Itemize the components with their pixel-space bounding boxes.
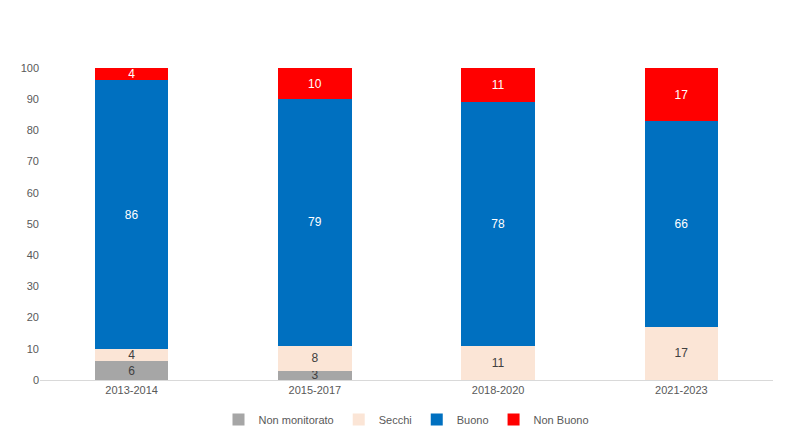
svg-text:11: 11 [492,78,505,92]
svg-text:11: 11 [492,356,505,370]
svg-text:2013-2014: 2013-2014 [105,384,158,396]
svg-text:40: 40 [27,249,39,261]
svg-text:20: 20 [27,311,39,323]
svg-text:2018-2020: 2018-2020 [472,384,525,396]
svg-text:Secchi: Secchi [379,414,412,426]
svg-text:Non monitorato: Non monitorato [259,414,334,426]
svg-text:78: 78 [491,217,505,231]
svg-text:0: 0 [33,374,39,386]
svg-text:17: 17 [675,88,689,102]
svg-text:86: 86 [125,208,139,222]
svg-text:66: 66 [675,217,689,231]
svg-text:4: 4 [128,348,135,362]
svg-text:17: 17 [675,346,689,360]
svg-text:50: 50 [27,218,39,230]
svg-text:10: 10 [27,343,39,355]
svg-text:Non Buono: Non Buono [534,414,589,426]
svg-text:79: 79 [308,215,322,229]
svg-text:4: 4 [128,67,135,81]
svg-text:2015-2017: 2015-2017 [289,384,342,396]
svg-text:90: 90 [27,93,39,105]
svg-text:8: 8 [311,351,318,365]
svg-text:60: 60 [27,187,39,199]
svg-text:30: 30 [27,280,39,292]
svg-text:80: 80 [27,124,39,136]
svg-text:3: 3 [311,368,318,382]
svg-text:2021-2023: 2021-2023 [655,384,708,396]
svg-text:70: 70 [27,155,39,167]
svg-text:Buono: Buono [457,414,489,426]
svg-text:10: 10 [308,77,322,91]
svg-text:6: 6 [128,364,135,378]
svg-text:100: 100 [21,62,39,74]
